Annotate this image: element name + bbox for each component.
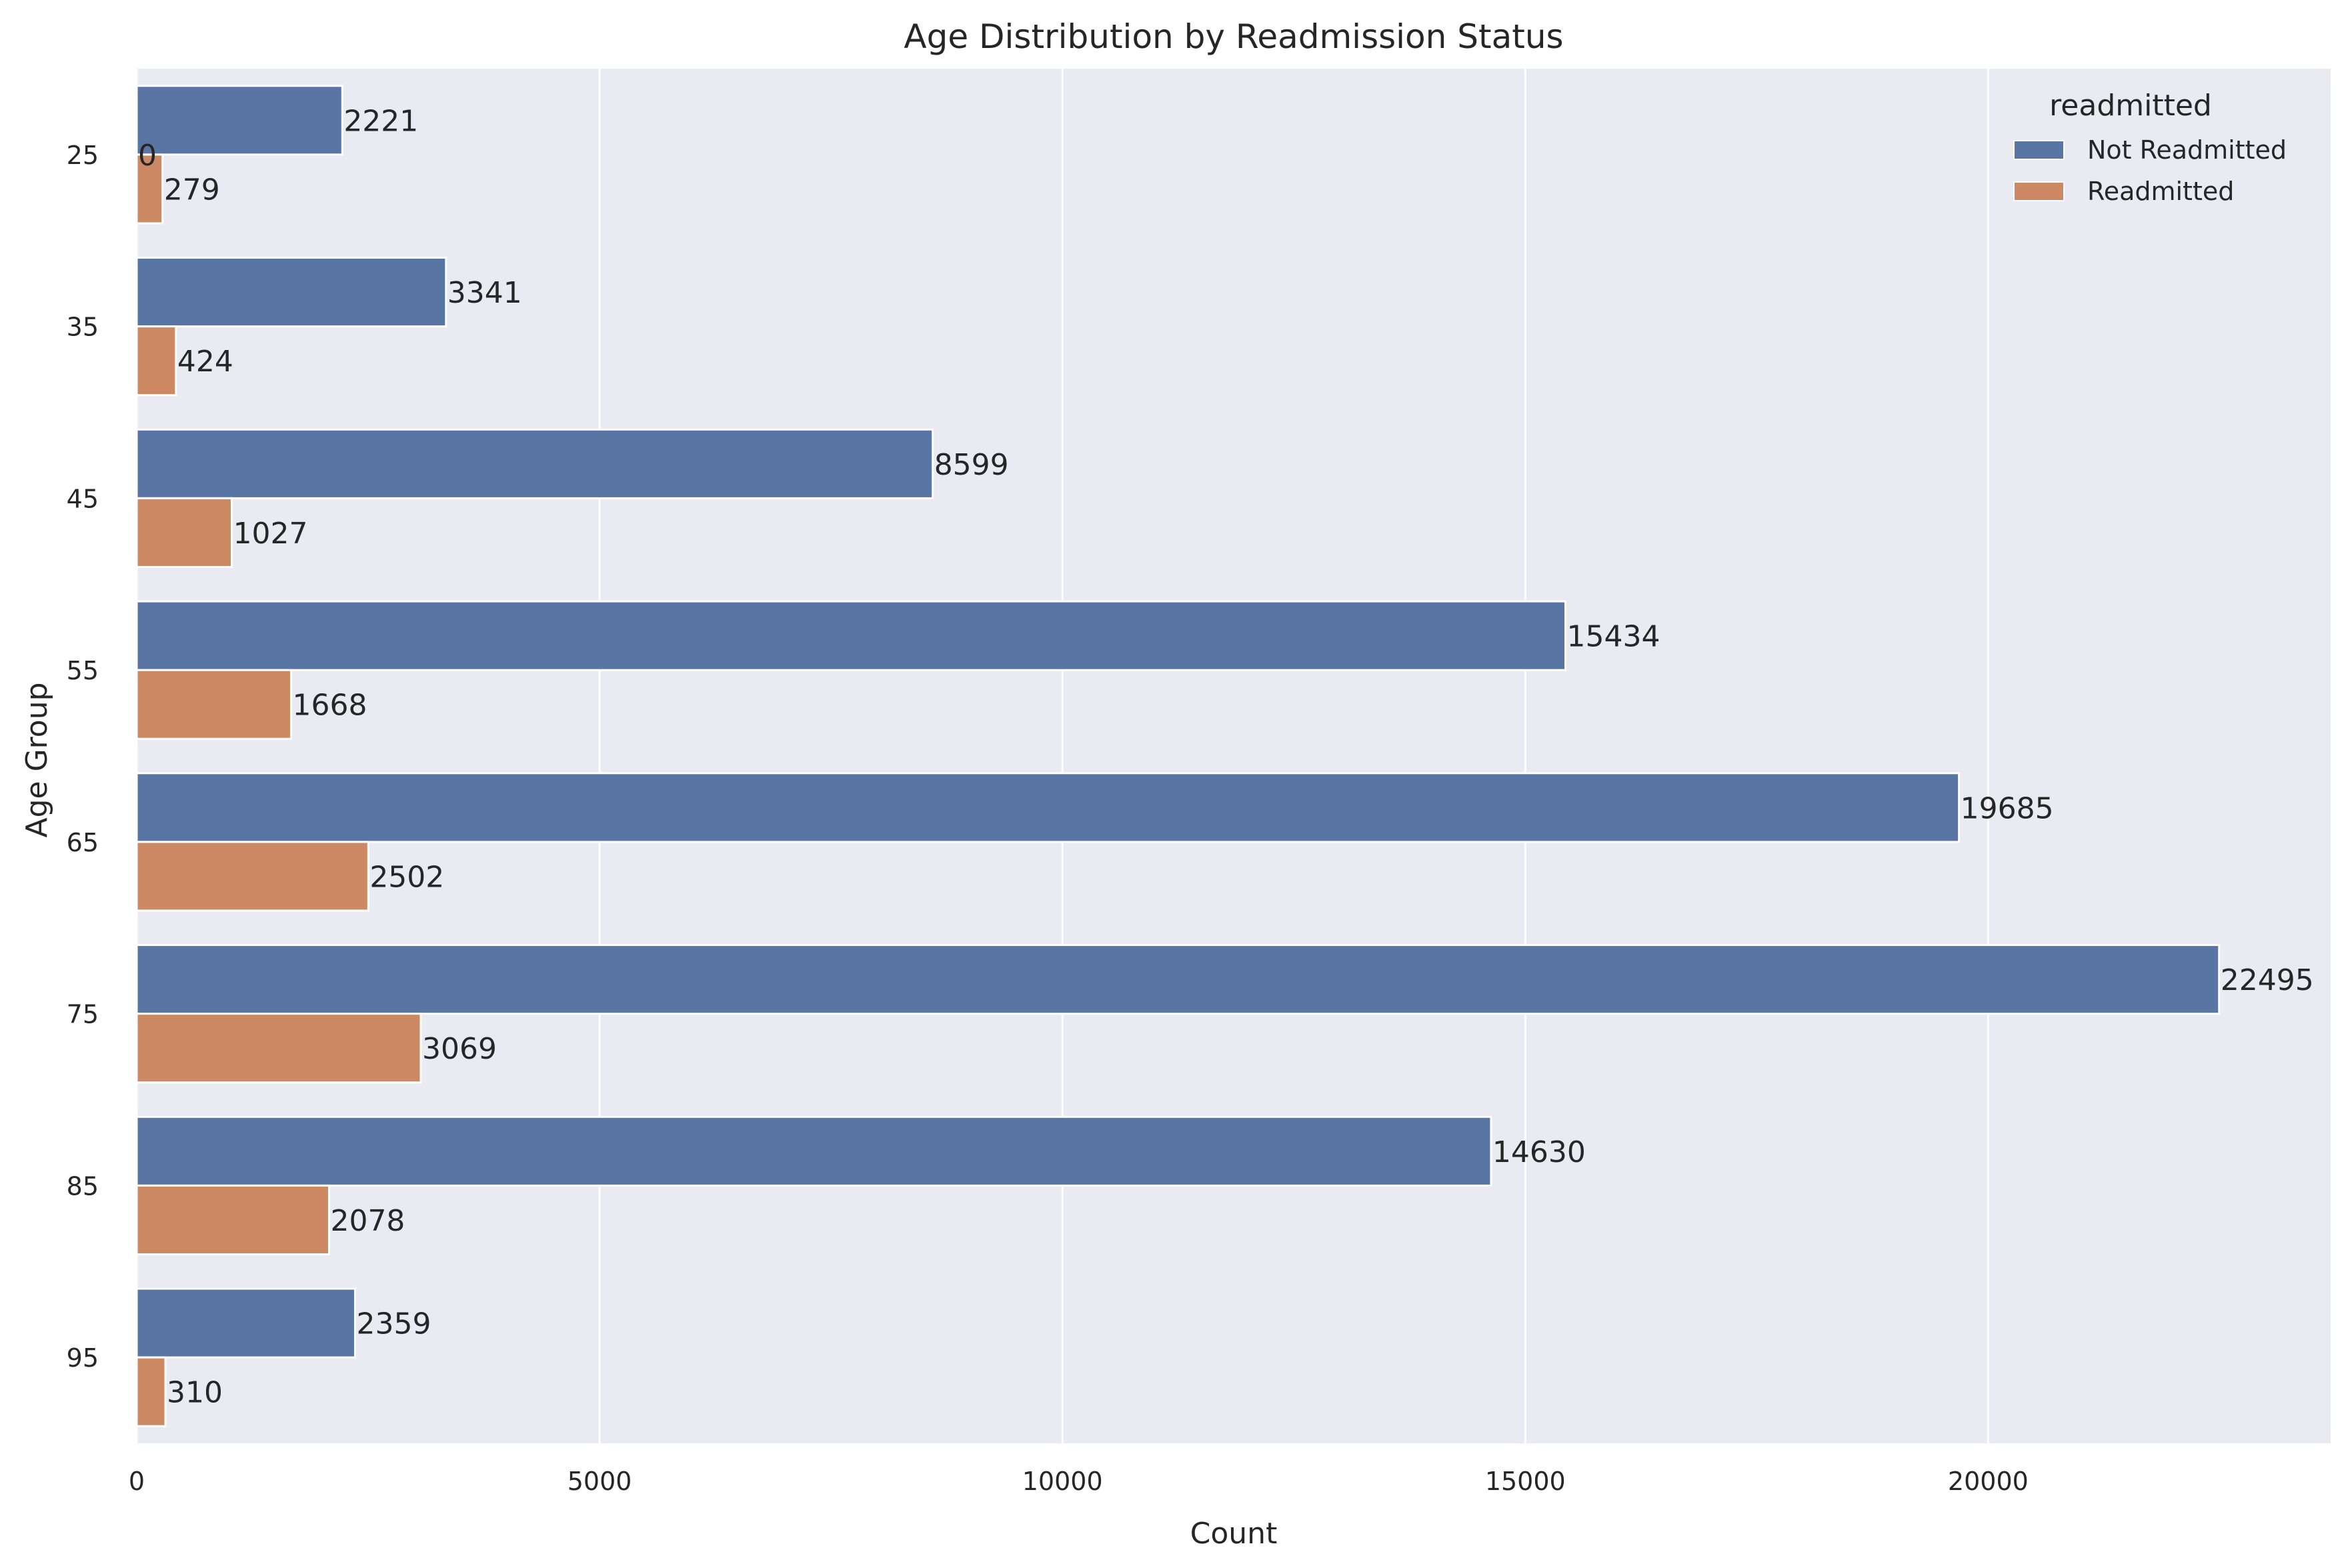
plot-area	[137, 69, 2331, 1443]
bar	[135, 85, 343, 156]
bar-labels: 2221 279 3341 424 8599 1027 15434 1668 19685 2502…	[138, 104, 2314, 1409]
y-tick-label: 25	[67, 141, 99, 170]
bar	[135, 841, 369, 912]
bar	[135, 1115, 1492, 1187]
bar	[135, 1287, 356, 1359]
legend: readmitted Not Readmitted Readmitted	[2013, 89, 2287, 206]
y-tick-label: 55	[67, 656, 99, 685]
bar	[135, 428, 934, 499]
bar	[135, 772, 1961, 843]
x-tick-label: 0	[129, 1467, 145, 1496]
bar-value-label: 424	[177, 345, 233, 379]
bar-value-label: 14630	[1492, 1135, 1586, 1169]
y-tick-label: 95	[67, 1343, 99, 1373]
bar-value-label: 1027	[233, 517, 308, 551]
legend-entry-label: Not Readmitted	[2087, 135, 2287, 165]
annotation-label: 0	[138, 139, 157, 173]
bar-value-label: 19685	[1961, 791, 2054, 825]
bar	[135, 944, 2221, 1015]
bar-value-label: 8599	[934, 448, 1009, 482]
bar-value-label: 279	[164, 173, 220, 207]
x-axis-ticks: 0 5000 10000 15000 20000	[129, 1467, 2029, 1496]
bar	[135, 669, 293, 740]
legend-swatch	[2013, 140, 2065, 160]
bar	[135, 600, 1567, 671]
bar	[135, 497, 233, 568]
bar-value-label: 3069	[422, 1032, 497, 1066]
bar	[135, 1356, 167, 1427]
bar-value-label: 22495	[2221, 963, 2314, 997]
bar-value-label: 310	[167, 1376, 223, 1410]
bar	[135, 1013, 422, 1084]
y-tick-label: 85	[67, 1171, 99, 1201]
bar-value-label: 15434	[1567, 620, 1660, 654]
y-tick-label: 75	[67, 1000, 99, 1029]
bar-value-label: 2359	[356, 1307, 431, 1341]
y-axis-ticks: 25 35 45 55 65 75 85 95	[67, 141, 99, 1373]
x-tick-label: 5000	[567, 1467, 632, 1496]
bar	[135, 257, 447, 328]
bar-value-label: 2078	[330, 1204, 405, 1238]
bar	[135, 325, 177, 397]
y-tick-label: 65	[67, 828, 99, 857]
bar-value-label: 2221	[343, 104, 418, 138]
y-tick-label: 35	[67, 313, 99, 342]
legend-entry-label: Readmitted	[2087, 177, 2234, 206]
x-tick-label: 15000	[1485, 1467, 1566, 1496]
legend-swatch	[2013, 181, 2065, 201]
bar-value-label: 2502	[369, 860, 444, 894]
legend-title: readmitted	[2049, 89, 2212, 123]
y-tick-label: 45	[67, 484, 99, 513]
bar	[135, 153, 164, 225]
x-tick-label: 10000	[1022, 1467, 1103, 1496]
x-axis-label: Count	[1190, 1517, 1278, 1551]
bar-value-label: 1668	[293, 689, 367, 723]
bar	[135, 1184, 330, 1255]
bars	[135, 85, 2221, 1427]
chart-title: Age Distribution by Readmission Status	[904, 17, 1563, 56]
x-tick-label: 20000	[1948, 1467, 2029, 1496]
y-axis-label: Age Group	[20, 682, 54, 837]
bar-value-label: 3341	[447, 276, 522, 310]
